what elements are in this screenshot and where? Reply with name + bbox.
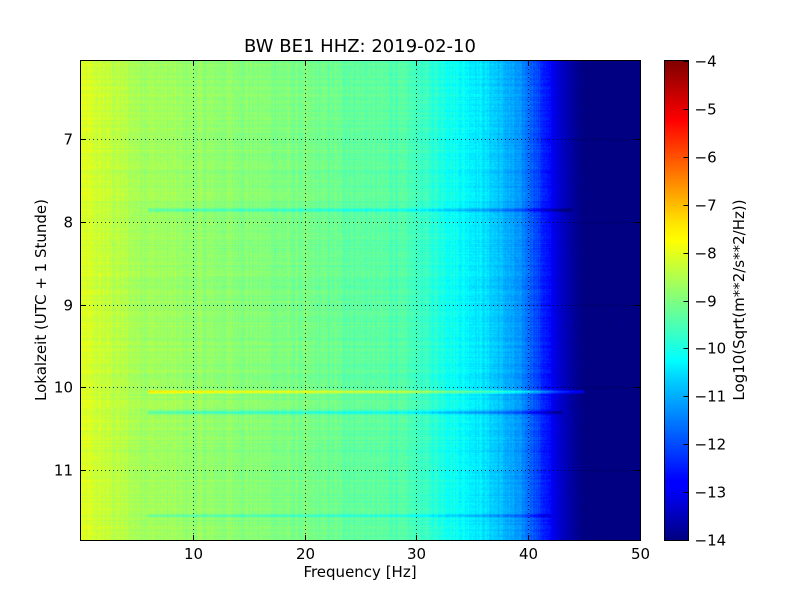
colorbar-gradient [664, 60, 689, 541]
colorbar-tick-label: −9 [695, 293, 717, 311]
x-tick-label: 30 [407, 545, 426, 563]
y-tick-label: 7 [63, 131, 73, 149]
colorbar-tick-label: −10 [695, 340, 727, 358]
colorbar-tick-label: −6 [695, 149, 717, 167]
spectrogram-heatmap [81, 61, 640, 540]
x-axis-label: Frequency [Hz] [303, 563, 416, 581]
y-tick-label: 10 [54, 379, 73, 397]
x-tick-label: 20 [296, 545, 315, 563]
y-tick-label: 11 [54, 462, 73, 480]
colorbar-tick-label: −7 [695, 197, 717, 215]
y-tick-label: 8 [63, 214, 73, 232]
colorbar-label: Log10(Sqrt(m**2/s**2/Hz)) [730, 199, 748, 400]
colorbar-tick-label: −13 [695, 484, 727, 502]
colorbar-ticks: −4 −5 −6 −7 −8 −9 −10 −11 −12 −13 −14 [683, 53, 727, 550]
x-tick-label: 40 [519, 545, 538, 563]
colorbar-tick-label: −8 [695, 245, 717, 263]
colorbar-tick-label: −14 [695, 532, 727, 550]
y-axis-ticks: 7 8 9 10 11 [54, 131, 640, 480]
plot-frame [80, 60, 641, 541]
x-axis-ticks: 10 20 30 40 50 [184, 61, 650, 563]
x-tick-label: 10 [184, 545, 203, 563]
y-axis-label: Lokalzeit (UTC + 1 Stunde) [32, 199, 50, 401]
y-tick-label: 9 [63, 297, 73, 315]
colorbar-tick-label: −5 [695, 101, 717, 119]
colorbar-tick-label: −12 [695, 436, 727, 454]
colorbar-tick-label: −4 [695, 53, 717, 71]
plot-area: 10 20 30 40 50 7 8 9 10 11 [54, 60, 650, 563]
spectrogram-image-container [81, 61, 640, 540]
colorbar: −4 −5 −6 −7 −8 −9 −10 −11 −12 −13 −14 Log10(Sqrt(m… [664, 53, 748, 550]
chart-title: BW BE1 HHZ: 2019-02-10 [244, 36, 476, 57]
x-tick-label: 50 [631, 545, 650, 563]
colorbar-tick-label: −11 [695, 388, 727, 406]
